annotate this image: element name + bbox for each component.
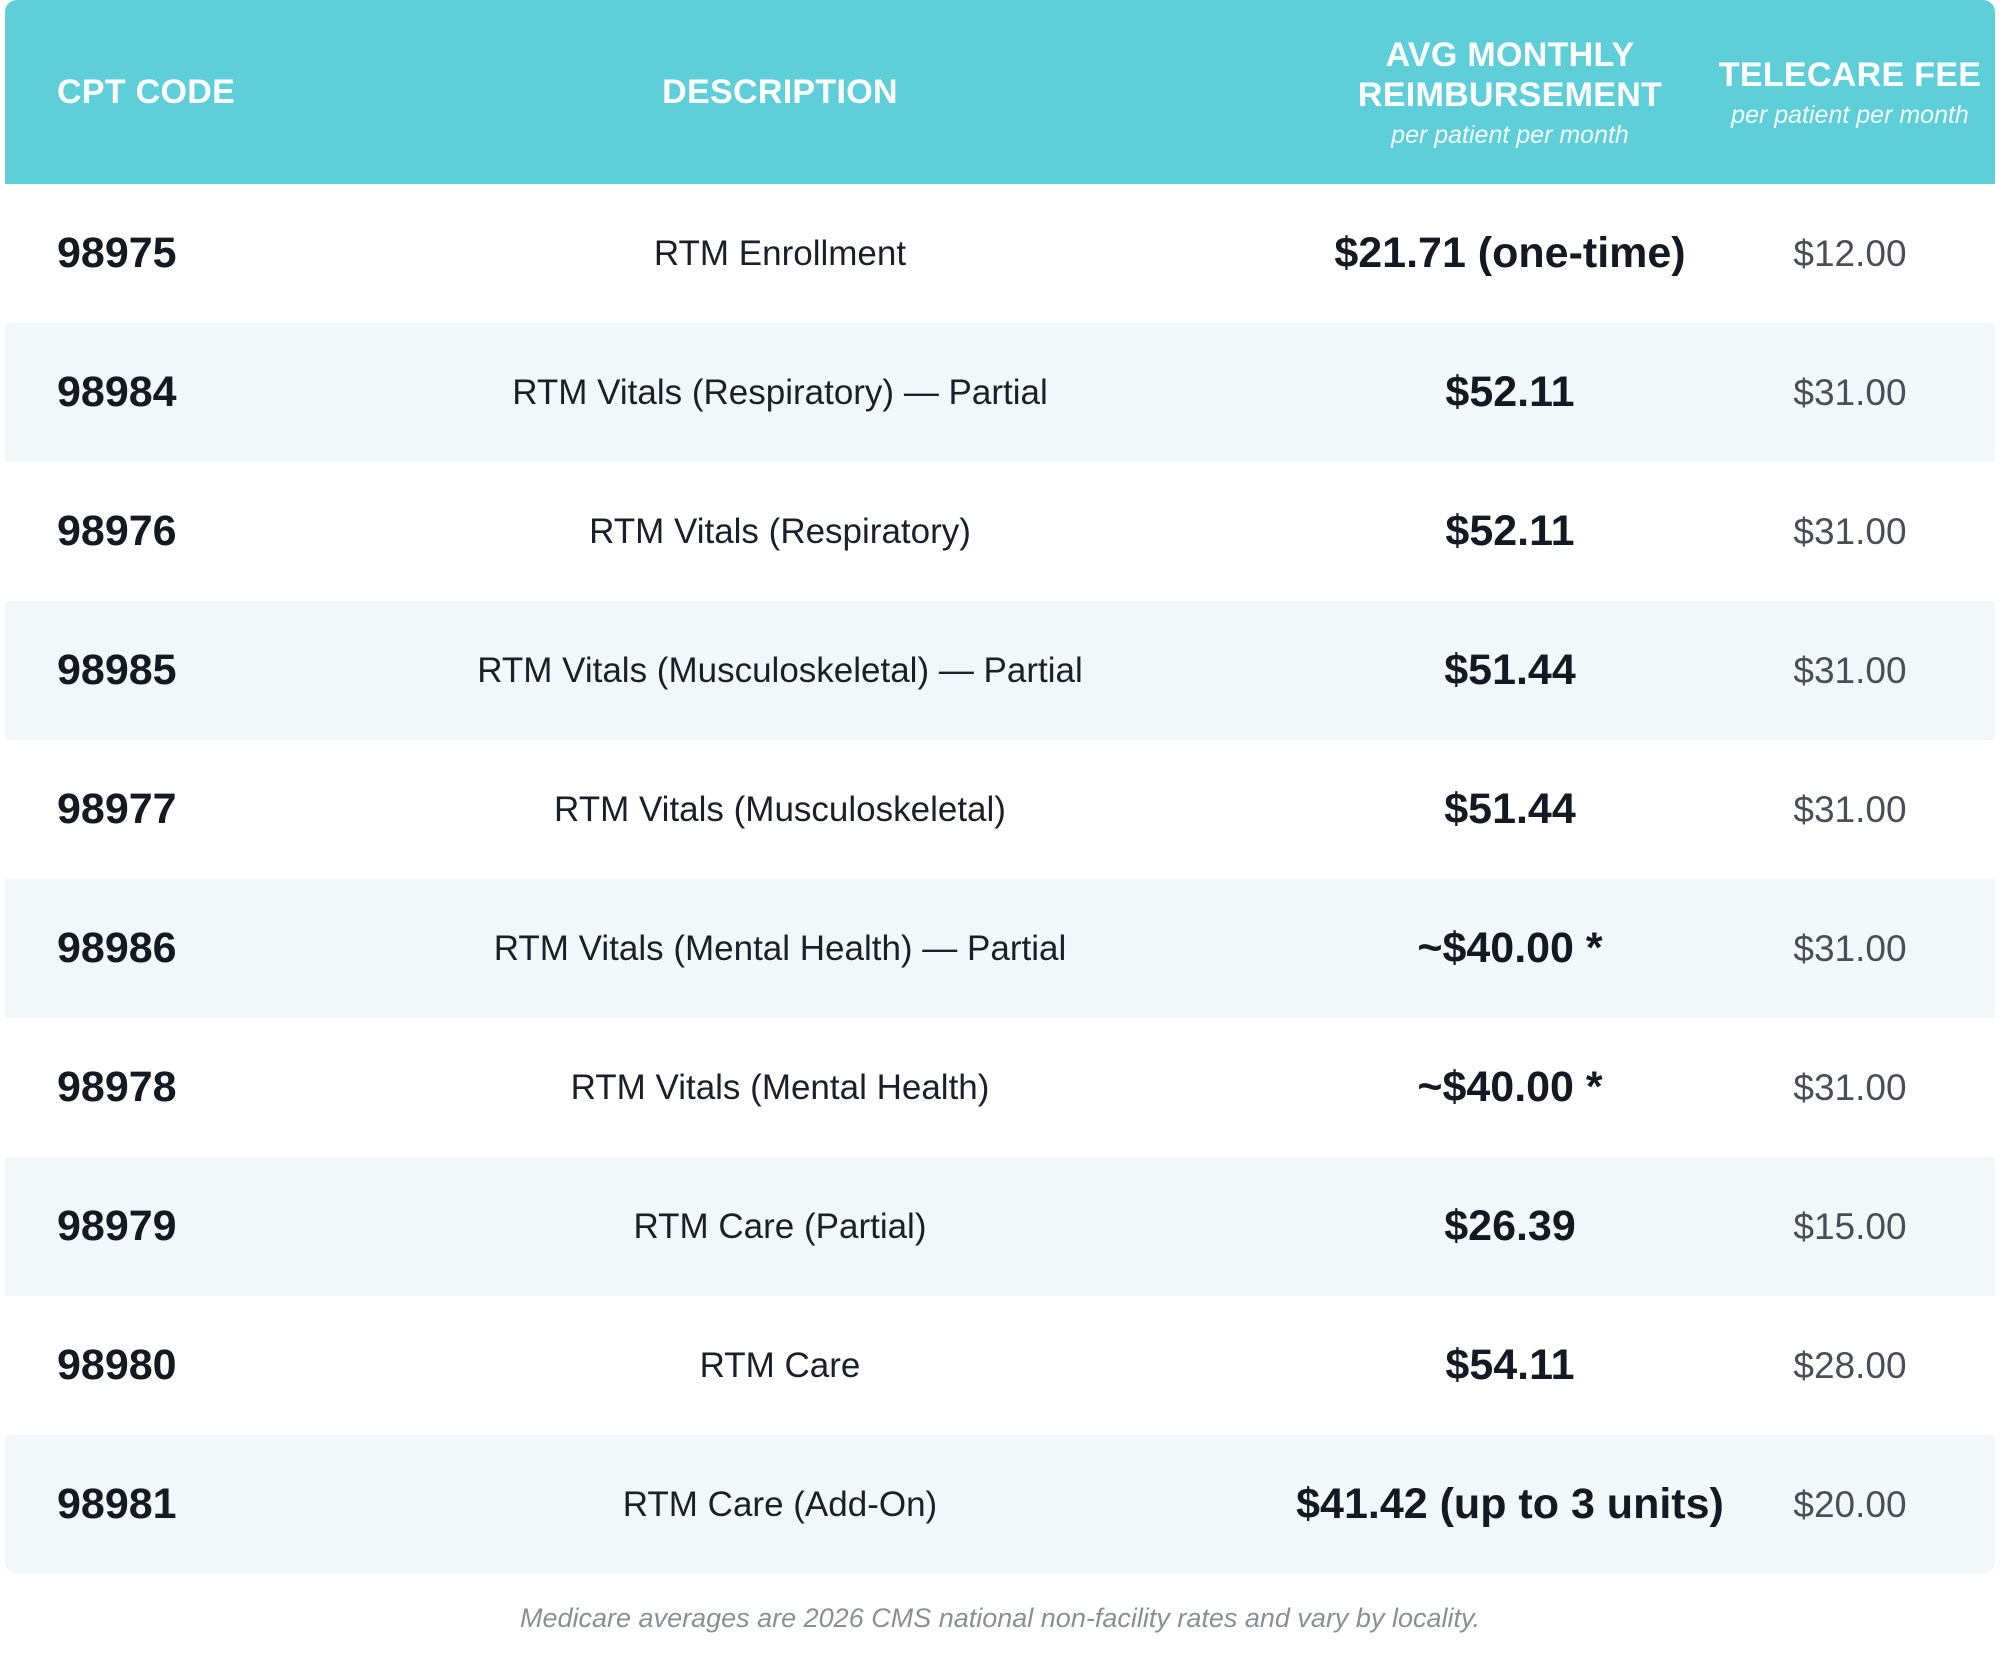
cpt-code-cell: 98978 [57,1063,177,1111]
avg-reimbursement-cell: $52.11 [1445,368,1575,416]
cpt-code-cell: 98976 [57,507,177,555]
cpt-code-cell: 98986 [57,924,177,972]
telecare-fee-cell: $28.00 [1793,1344,1907,1386]
table-row: 98975 RTM Enrollment $21.71 (one-time) $… [5,184,1995,323]
avg-header-subtitle: per patient per month [1391,120,1629,149]
cpt-code-cell: 98981 [57,1480,177,1528]
column-header-cpt-code: CPT CODE [57,0,317,184]
table-row: 98979 RTM Care (Partial) $26.39 $15.00 [5,1157,1995,1296]
description-cell: RTM Enrollment [653,233,907,273]
avg-reimbursement-cell: $41.42 (up to 3 units) [1296,1480,1724,1528]
avg-header-line1: AVG MONTHLY [1385,35,1635,74]
description-cell: RTM Vitals (Respiratory) — Partial [512,372,1048,412]
description-cell: RTM Care (Add-On) [622,1484,938,1524]
cpt-code-cell: 98985 [57,646,177,694]
cpt-code-cell: 98980 [57,1341,177,1389]
description-header-label: DESCRIPTION [662,73,898,111]
avg-reimbursement-cell: $54.11 [1445,1341,1575,1389]
table-row: 98980 RTM Care $54.11 $28.00 [5,1296,1995,1435]
description-cell: RTM Care [699,1345,861,1385]
table-row: 98978 RTM Vitals (Mental Health) ~$40.00… [5,1018,1995,1157]
description-cell: RTM Care (Partial) [633,1206,927,1246]
avg-reimbursement-cell: ~$40.00 * [1417,1063,1603,1111]
telecare-fee-cell: $31.00 [1793,649,1907,691]
avg-header-line2: REIMBURSEMENT [1357,75,1663,114]
cpt-code-cell: 98984 [57,368,177,416]
column-header-avg-reimbursement: AVG MONTHLY REIMBURSEMENT per patient pe… [1285,0,1735,184]
description-cell: RTM Vitals (Respiratory) [589,511,971,551]
table-row: 98977 RTM Vitals (Musculoskeletal) $51.4… [5,740,1995,879]
avg-reimbursement-cell: $51.44 [1444,646,1576,694]
table-header: CPT CODE DESCRIPTION AVG MONTHLY REIMBUR… [5,0,1995,184]
cpt-code-header-label: CPT CODE [57,73,236,111]
footnote: Medicare averages are 2026 CMS national … [520,1603,1480,1633]
column-header-description: DESCRIPTION [400,0,1160,184]
table-row: 98985 RTM Vitals (Musculoskeletal) — Par… [5,601,1995,740]
table-row: 98986 RTM Vitals (Mental Health) — Parti… [5,879,1995,1018]
telecare-fee-cell: $31.00 [1793,1066,1907,1108]
avg-reimbursement-cell: ~$40.00 * [1417,924,1603,972]
fee-header-label: TELECARE FEE [1718,55,1982,94]
telecare-fee-cell: $20.00 [1793,1483,1907,1525]
avg-reimbursement-cell: $51.44 [1444,785,1576,833]
cpt-code-cell: 98977 [57,785,177,833]
column-header-telecare-fee: TELECARE FEE per patient per month [1705,0,1995,184]
cpt-code-cell: 98979 [57,1202,177,1250]
description-cell: RTM Vitals (Musculoskeletal) [554,789,1006,829]
description-cell: RTM Vitals (Mental Health) — Partial [493,928,1067,968]
telecare-fee-cell: $31.00 [1793,371,1907,413]
cpt-reimbursement-table: CPT CODE DESCRIPTION AVG MONTHLY REIMBUR… [5,0,1995,1574]
avg-reimbursement-cell: $26.39 [1444,1202,1576,1250]
telecare-fee-cell: $31.00 [1793,927,1907,969]
telecare-fee-cell: $15.00 [1793,1205,1907,1247]
table-body: 98975 RTM Enrollment $21.71 (one-time) $… [5,184,1995,1574]
avg-reimbursement-cell: $21.71 (one-time) [1334,229,1686,277]
description-cell: RTM Vitals (Mental Health) [570,1067,990,1107]
fee-header-subtitle: per patient per month [1731,100,1969,129]
table-row: 98976 RTM Vitals (Respiratory) $52.11 $3… [5,462,1995,601]
cpt-code-cell: 98975 [57,229,177,277]
table-row: 98981 RTM Care (Add-On) $41.42 (up to 3 … [5,1435,1995,1574]
avg-reimbursement-cell: $52.11 [1445,507,1575,555]
telecare-fee-cell: $31.00 [1793,510,1907,552]
description-cell: RTM Vitals (Musculoskeletal) — Partial [477,650,1083,690]
telecare-fee-cell: $12.00 [1793,232,1907,274]
table-row: 98984 RTM Vitals (Respiratory) — Partial… [5,323,1995,462]
telecare-fee-cell: $31.00 [1793,788,1907,830]
